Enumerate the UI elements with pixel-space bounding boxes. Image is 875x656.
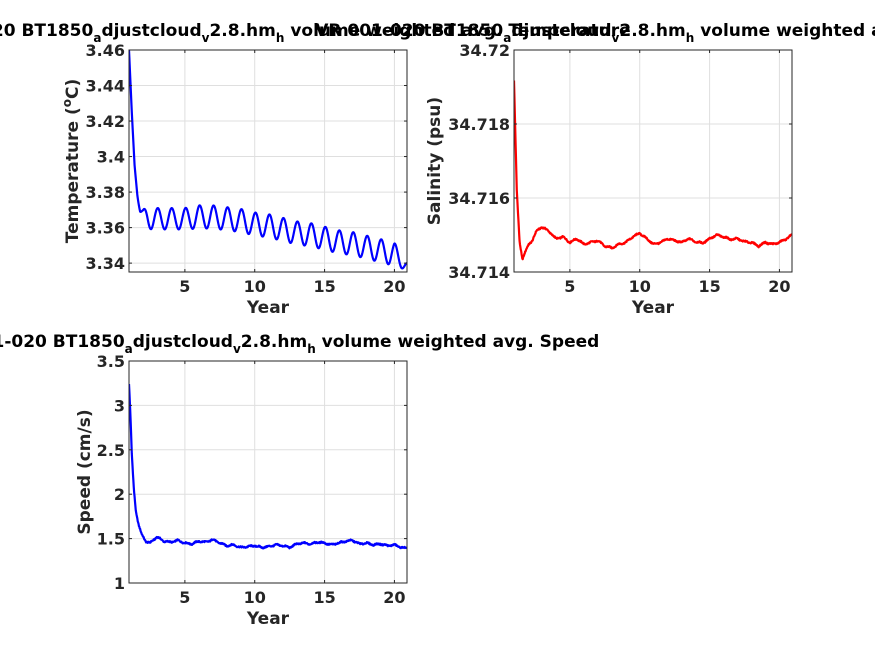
salinity-y-axis-label: Salinity (psu) xyxy=(425,97,445,225)
speed-x-axis-label: Year xyxy=(246,609,290,629)
salinity-x-axis-label: Year xyxy=(631,298,675,318)
x-tick-label: 10 xyxy=(244,277,266,296)
x-tick-label: 5 xyxy=(179,588,190,607)
x-tick-label: 10 xyxy=(244,588,266,607)
y-tick-label: 3.36 xyxy=(86,219,125,238)
temperature-axes-frame xyxy=(128,49,408,273)
salinity-axes-area xyxy=(514,50,792,272)
y-tick-label: 2 xyxy=(114,485,125,504)
y-tick-label: 3.5 xyxy=(97,352,125,371)
temperature-series-line xyxy=(129,50,407,270)
salinity-chart-title: VR 001-020 BT1850adjustcloudv2.8.hmh vol… xyxy=(315,21,875,45)
y-tick-label: 3 xyxy=(114,396,125,415)
x-tick-label: 15 xyxy=(313,277,335,296)
y-tick-label: 3.42 xyxy=(86,112,125,131)
salinity-plot: 5 10 15 20 34.714 34.716 34.718 34.72 Year Salini… xyxy=(315,21,875,318)
y-tick-label: 3.34 xyxy=(86,254,125,273)
y-tick-label: 2.5 xyxy=(97,441,125,460)
salinity-axes-frame xyxy=(513,49,793,273)
x-tick-label: 15 xyxy=(313,588,335,607)
y-tick-label: 3.38 xyxy=(86,183,125,202)
y-tick-label: 3.46 xyxy=(86,41,125,60)
salinity-series-line xyxy=(514,80,792,261)
speed-plot: 5 10 15 20 1 1.5 2 2.5 3 3.5 Year Speed (cm/s) VR 00… xyxy=(0,332,599,629)
temperature-plot: 5 10 15 20 3.34 3.36 3.38 3.4 3.42 3.44 3.46 Year Te… xyxy=(0,21,631,318)
temperature-y-axis-label: Temperature (oC) xyxy=(60,79,83,243)
y-tick-label: 1 xyxy=(114,574,125,593)
speed-axes-area xyxy=(129,361,407,583)
speed-series-line xyxy=(129,383,407,550)
y-tick-label: 3.4 xyxy=(97,148,125,167)
y-tick-label: 34.72 xyxy=(459,41,510,60)
speed-axes-frame xyxy=(128,360,408,584)
x-tick-label: 10 xyxy=(629,277,651,296)
y-tick-label: 34.718 xyxy=(448,115,510,134)
y-tick-label: 1.5 xyxy=(97,530,125,549)
temperature-axes-area xyxy=(129,50,407,272)
y-tick-label: 34.716 xyxy=(448,189,510,208)
x-tick-label: 20 xyxy=(383,588,405,607)
x-tick-label: 20 xyxy=(383,277,405,296)
speed-chart-title: VR 001-020 BT1850adjustcloudv2.8.hmh vol… xyxy=(0,332,599,356)
x-tick-label: 20 xyxy=(768,277,790,296)
x-tick-label: 5 xyxy=(564,277,575,296)
x-tick-label: 5 xyxy=(179,277,190,296)
y-tick-label: 34.714 xyxy=(448,263,510,282)
temperature-x-axis-label: Year xyxy=(246,298,290,318)
speed-y-axis-label: Speed (cm/s) xyxy=(75,409,95,534)
temperature-chart-title: VR 001-020 BT1850adjustcloudv2.8.hmh vol… xyxy=(0,21,631,45)
x-tick-label: 15 xyxy=(698,277,720,296)
y-tick-label: 3.44 xyxy=(86,77,125,96)
